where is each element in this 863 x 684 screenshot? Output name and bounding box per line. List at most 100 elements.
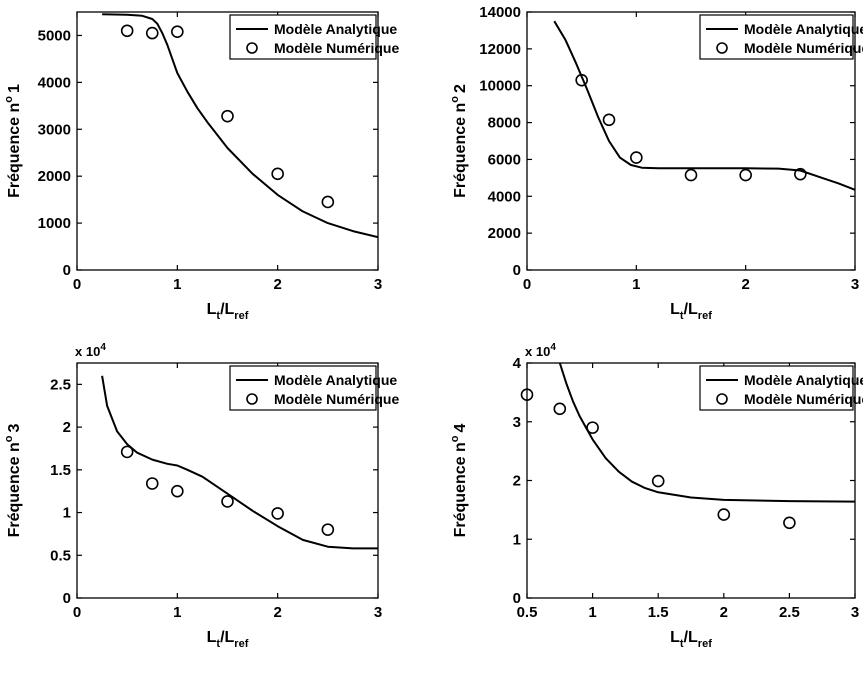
numeric-model-point xyxy=(171,25,184,39)
y-axis-label-prefix: Fréquence n xyxy=(6,103,23,198)
x-axis-label-part: ref xyxy=(698,638,712,650)
x-axis-label-part: /L xyxy=(220,301,234,318)
x-axis-label-part: L xyxy=(670,629,680,646)
x-axis-label: Lt/Lref xyxy=(670,629,712,650)
y-axis-label-degree: o xyxy=(3,435,15,442)
x-tick-label: 2 xyxy=(273,276,281,293)
legend-label-analytic: Modèle Analytique xyxy=(274,21,397,37)
y-axis-label-degree: o xyxy=(3,96,15,103)
x-tick-label: 1 xyxy=(173,604,181,621)
y-tick-label: 0 xyxy=(513,262,521,279)
y-axis-label-prefix: Fréquence n xyxy=(452,442,469,537)
numeric-model-point xyxy=(321,195,335,209)
x-axis-label-part: /L xyxy=(684,629,698,646)
y-tick-label: 0 xyxy=(63,590,71,607)
x-axis-label: Lt/Lref xyxy=(670,301,712,322)
x-tick-label: 0 xyxy=(73,276,81,293)
y-exponent-base: x 10 xyxy=(75,344,100,359)
y-tick-label: 10000 xyxy=(479,78,521,95)
y-tick-label: 4 xyxy=(513,355,522,372)
legend-label-analytic: Modèle Analytique xyxy=(274,372,397,388)
y-exponent: x 104 xyxy=(525,342,556,359)
y-tick-label: 2000 xyxy=(38,168,71,185)
numeric-model-point xyxy=(120,24,134,38)
axes-box xyxy=(526,11,856,271)
y-tick-label: 1 xyxy=(513,531,521,548)
numeric-model-point xyxy=(684,168,698,182)
numeric-model-point xyxy=(739,168,752,182)
x-axis-label: Lt/Lref xyxy=(207,301,249,322)
legend: Modèle Analytique Modèle Numérique xyxy=(699,14,863,60)
analytic-model-line xyxy=(102,13,378,239)
y-axis-label-degree: o xyxy=(449,96,461,103)
x-tick-label: 2 xyxy=(741,276,749,293)
numeric-model-point xyxy=(145,26,159,40)
numeric-model-point xyxy=(221,495,234,508)
x-tick-label: 3 xyxy=(851,276,859,293)
x-axis-label: Lt/Lref xyxy=(207,629,249,650)
numeric-model-point xyxy=(630,151,643,164)
chart-panel-1: 0 1 2 3 0 1000 2000 3000 4000 5000 Lt/Lref Fréquenc… xyxy=(3,11,399,322)
numeric-model-point xyxy=(602,113,616,127)
numeric-model-point xyxy=(271,507,284,520)
legend-marker-swatch xyxy=(246,42,258,54)
y-tick-label: 4000 xyxy=(488,188,521,205)
x-tick-label: 2 xyxy=(720,604,728,621)
y-axis-label-number: 2 xyxy=(452,84,469,93)
y-tick-label: 14000 xyxy=(479,4,521,21)
y-axis-label-prefix: Fréquence n xyxy=(6,442,23,537)
x-tick-label: 2.5 xyxy=(779,604,800,621)
x-tick-label: 3 xyxy=(374,276,382,293)
y-exponent-power: 4 xyxy=(550,342,556,353)
x-tick-label: 0.5 xyxy=(517,604,538,621)
numeric-model-point xyxy=(145,477,159,490)
numeric-model-point xyxy=(586,421,599,434)
x-axis-label-part: ref xyxy=(698,310,712,322)
legend: Modèle Analytique Modèle Numérique xyxy=(229,365,399,411)
numeric-model-point xyxy=(651,474,665,488)
x-tick-label: 1 xyxy=(588,604,596,621)
x-axis-label-part: /L xyxy=(684,301,698,318)
y-tick-label: 8000 xyxy=(488,115,521,132)
numeric-model-point xyxy=(553,402,567,416)
x-axis-label-part: t xyxy=(680,310,684,322)
legend: Modèle Analytique Modèle Numérique xyxy=(699,365,863,411)
legend-label-numeric: Modèle Numérique xyxy=(744,40,863,56)
x-tick-label: 0 xyxy=(523,276,531,293)
x-axis-label-part: t xyxy=(216,638,220,650)
x-axis-label-part: /L xyxy=(220,629,234,646)
x-tick-label: 3 xyxy=(851,604,859,621)
x-axis-label-part: ref xyxy=(234,638,248,650)
axes-box xyxy=(76,11,379,271)
y-axis-label-number: 1 xyxy=(6,84,23,93)
numeric-model-point xyxy=(321,523,335,536)
legend-label-analytic: Modèle Analytique xyxy=(744,372,863,388)
legend-label-analytic: Modèle Analytique xyxy=(744,21,863,37)
x-tick-label: 0 xyxy=(73,604,81,621)
numeric-model-point xyxy=(271,167,284,181)
y-axis-label: Fréquence no 2 xyxy=(449,84,469,198)
y-tick-label: 2 xyxy=(63,419,71,436)
y-axis-label-degree: o xyxy=(449,435,461,442)
numeric-model-point xyxy=(120,445,134,459)
y-tick-label: 1.5 xyxy=(50,462,71,479)
y-exponent-power: 4 xyxy=(100,342,106,353)
y-tick-label: 0.5 xyxy=(50,547,71,564)
y-tick-label: 4000 xyxy=(38,74,71,91)
numeric-model-point xyxy=(783,516,796,530)
analytic-model-line xyxy=(558,363,855,503)
y-tick-label: 3000 xyxy=(38,121,71,138)
x-tick-label: 1 xyxy=(173,276,181,293)
numeric-model-point xyxy=(575,73,588,87)
x-axis-label-part: L xyxy=(207,629,217,646)
y-tick-label: 5000 xyxy=(38,27,71,44)
y-axis-label: Fréquence no 4 xyxy=(449,424,469,538)
y-tick-label: 1 xyxy=(63,505,71,522)
y-tick-label: 6000 xyxy=(488,151,521,168)
y-tick-label: 2000 xyxy=(488,225,521,242)
y-tick-label: 1000 xyxy=(38,215,71,232)
legend-marker-swatch xyxy=(716,42,728,54)
